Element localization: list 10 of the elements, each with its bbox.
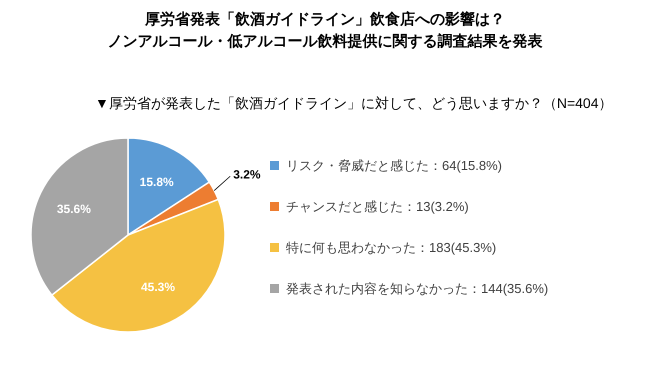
legend-label: 特に何も思わなかった：183(45.3%) (286, 240, 496, 255)
data-label: 15.8% (140, 175, 174, 190)
legend-label: チャンスだと感じた：13(3.2%) (286, 199, 469, 214)
data-label: 3.2% (233, 167, 261, 182)
chart-subtitle: ▼厚労省が発表した「飲酒ガイドライン」に対して、どう思いますか？（N=404） (95, 95, 613, 111)
chart-title: 厚労省発表「飲酒ガイドライン」飲食店への影響は？ノンアルコール・低アルコール飲料提供に関する調査結果を発表 (108, 10, 544, 50)
data-label: 35.6% (56, 202, 92, 216)
legend-label: リスク・脅威だと感じた：64(15.8%) (286, 158, 502, 173)
legend-label: 発表された内容を知らなかった：144(35.6%) (286, 281, 548, 296)
data-label: 45.3% (140, 280, 176, 294)
